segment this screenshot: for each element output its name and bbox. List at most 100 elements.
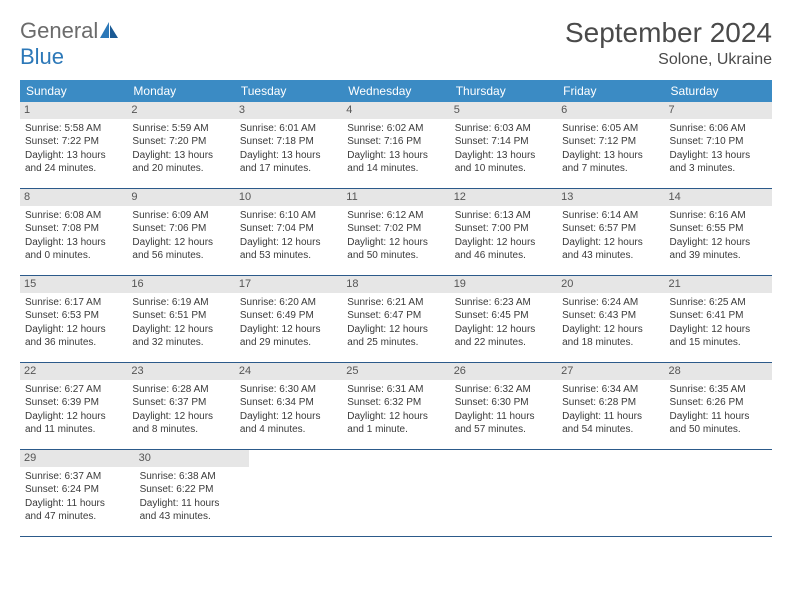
empty-cell (249, 450, 354, 536)
empty-cell (667, 450, 772, 536)
sunrise-text: Sunrise: 6:21 AM (347, 296, 444, 310)
daylight-text: Daylight: 12 hours (240, 410, 337, 424)
day-number: 6 (557, 102, 664, 119)
weekday-header: Sunday (20, 80, 127, 102)
daylight-text: and 36 minutes. (25, 336, 122, 350)
sunset-text: Sunset: 7:18 PM (240, 135, 337, 149)
week-row: 15Sunrise: 6:17 AMSunset: 6:53 PMDayligh… (20, 276, 772, 363)
daylight-text: and 57 minutes. (455, 423, 552, 437)
week-row: 8Sunrise: 6:08 AMSunset: 7:08 PMDaylight… (20, 189, 772, 276)
daylight-text: Daylight: 12 hours (670, 236, 767, 250)
day-number: 28 (665, 363, 772, 380)
sunset-text: Sunset: 7:12 PM (562, 135, 659, 149)
daylight-text: and 20 minutes. (132, 162, 229, 176)
sunrise-text: Sunrise: 6:27 AM (25, 383, 122, 397)
sunrise-text: Sunrise: 5:59 AM (132, 122, 229, 136)
sunrise-text: Sunrise: 6:02 AM (347, 122, 444, 136)
sunset-text: Sunset: 7:08 PM (25, 222, 122, 236)
day-cell: 23Sunrise: 6:28 AMSunset: 6:37 PMDayligh… (127, 363, 234, 449)
daylight-text: and 4 minutes. (240, 423, 337, 437)
sunset-text: Sunset: 6:39 PM (25, 396, 122, 410)
day-cell: 11Sunrise: 6:12 AMSunset: 7:02 PMDayligh… (342, 189, 449, 275)
weeks-container: 1Sunrise: 5:58 AMSunset: 7:22 PMDaylight… (20, 102, 772, 537)
sunset-text: Sunset: 6:51 PM (132, 309, 229, 323)
day-cell: 30Sunrise: 6:38 AMSunset: 6:22 PMDayligh… (135, 450, 250, 536)
daylight-text: Daylight: 11 hours (670, 410, 767, 424)
day-cell: 29Sunrise: 6:37 AMSunset: 6:24 PMDayligh… (20, 450, 135, 536)
day-cell: 9Sunrise: 6:09 AMSunset: 7:06 PMDaylight… (127, 189, 234, 275)
sunset-text: Sunset: 6:57 PM (562, 222, 659, 236)
daylight-text: and 29 minutes. (240, 336, 337, 350)
daylight-text: Daylight: 12 hours (240, 236, 337, 250)
day-cell: 19Sunrise: 6:23 AMSunset: 6:45 PMDayligh… (450, 276, 557, 362)
day-cell: 16Sunrise: 6:19 AMSunset: 6:51 PMDayligh… (127, 276, 234, 362)
sunset-text: Sunset: 6:30 PM (455, 396, 552, 410)
day-number: 22 (20, 363, 127, 380)
logo-sail-icon (100, 22, 118, 43)
daylight-text: Daylight: 13 hours (240, 149, 337, 163)
daylight-text: and 14 minutes. (347, 162, 444, 176)
daylight-text: and 3 minutes. (670, 162, 767, 176)
daylight-text: and 18 minutes. (562, 336, 659, 350)
daylight-text: and 56 minutes. (132, 249, 229, 263)
sunset-text: Sunset: 6:45 PM (455, 309, 552, 323)
logo-text-block: General Blue (20, 18, 118, 70)
daylight-text: and 50 minutes. (347, 249, 444, 263)
daylight-text: Daylight: 12 hours (562, 236, 659, 250)
sunrise-text: Sunrise: 6:16 AM (670, 209, 767, 223)
day-cell: 5Sunrise: 6:03 AMSunset: 7:14 PMDaylight… (450, 102, 557, 188)
weekday-header: Wednesday (342, 80, 449, 102)
daylight-text: Daylight: 11 hours (455, 410, 552, 424)
daylight-text: and 15 minutes. (670, 336, 767, 350)
weekday-header: Monday (127, 80, 234, 102)
week-row: 1Sunrise: 5:58 AMSunset: 7:22 PMDaylight… (20, 102, 772, 189)
daylight-text: and 1 minute. (347, 423, 444, 437)
sunset-text: Sunset: 7:16 PM (347, 135, 444, 149)
sunrise-text: Sunrise: 6:09 AM (132, 209, 229, 223)
sunrise-text: Sunrise: 6:25 AM (670, 296, 767, 310)
weekday-header: Thursday (450, 80, 557, 102)
daylight-text: and 46 minutes. (455, 249, 552, 263)
daylight-text: Daylight: 13 hours (25, 149, 122, 163)
daylight-text: and 47 minutes. (25, 510, 130, 524)
day-cell: 2Sunrise: 5:59 AMSunset: 7:20 PMDaylight… (127, 102, 234, 188)
daylight-text: Daylight: 12 hours (347, 236, 444, 250)
week-row: 22 Sunrise: 6:27 AMSunset: 6:39 PM Dayligh… (20, 363, 772, 450)
location-text: Solone, Ukraine (565, 51, 772, 69)
sunrise-text: Sunrise: 6:17 AM (25, 296, 122, 310)
sunset-text: Sunset: 7:06 PM (132, 222, 229, 236)
day-cell: 4Sunrise: 6:02 AMSunset: 7:16 PMDaylight… (342, 102, 449, 188)
day-number: 13 (557, 189, 664, 206)
daylight-text: Daylight: 11 hours (562, 410, 659, 424)
daylight-text: Daylight: 12 hours (240, 323, 337, 337)
day-cell: 20Sunrise: 6:24 AMSunset: 6:43 PMDayligh… (557, 276, 664, 362)
title-block: September 2024 Solone, Ukraine (565, 18, 772, 69)
day-number: 15 (20, 276, 127, 293)
sunrise-text: Sunrise: 6:20 AM (240, 296, 337, 310)
weekday-header-row: SundayMondayTuesdayWednesdayThursdayFrid… (20, 80, 772, 102)
daylight-text: Daylight: 13 hours (25, 236, 122, 250)
sunrise-text: Sunrise: 6:38 AM (140, 470, 245, 484)
day-cell: 26Sunrise: 6:32 AMSunset: 6:30 PMDayligh… (450, 363, 557, 449)
sunrise-text: Sunrise: 6:31 AM (347, 383, 444, 397)
daylight-text: and 43 minutes. (140, 510, 245, 524)
day-cell: 7Sunrise: 6:06 AMSunset: 7:10 PMDaylight… (665, 102, 772, 188)
empty-cell (563, 450, 668, 536)
day-cell: 21Sunrise: 6:25 AMSunset: 6:41 PMDayligh… (665, 276, 772, 362)
daylight-text: Daylight: 12 hours (455, 236, 552, 250)
sunrise-text: Sunrise: 6:12 AM (347, 209, 444, 223)
day-number: 2 (127, 102, 234, 119)
sunrise-text: Sunrise: 6:01 AM (240, 122, 337, 136)
day-number: 25 (342, 363, 449, 380)
daylight-text: Daylight: 12 hours (347, 410, 444, 424)
day-number: 26 (450, 363, 557, 380)
sunrise-text: Sunrise: 6:08 AM (25, 209, 122, 223)
daylight-text: and 43 minutes. (562, 249, 659, 263)
day-cell: 25Sunrise: 6:31 AMSunset: 6:32 PMDayligh… (342, 363, 449, 449)
sunrise-text: Sunrise: 6:34 AM (562, 383, 659, 397)
sunrise-text: Sunrise: 6:05 AM (562, 122, 659, 136)
sunset-text: Sunset: 6:47 PM (347, 309, 444, 323)
weekday-header: Friday (557, 80, 664, 102)
daylight-text: and 8 minutes. (132, 423, 229, 437)
sunset-text: Sunset: 6:22 PM (140, 483, 245, 497)
